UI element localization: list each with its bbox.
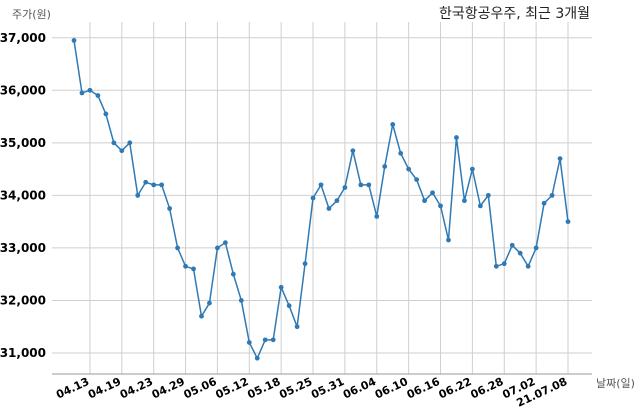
data-point <box>549 192 555 198</box>
data-point <box>477 203 483 209</box>
data-point <box>565 219 571 225</box>
data-point <box>509 242 515 248</box>
y-tick-label: 34,000 <box>0 188 46 202</box>
data-point <box>294 324 300 330</box>
data-point <box>406 166 412 172</box>
data-point <box>454 135 459 140</box>
data-point <box>446 237 451 243</box>
vertical-gridlines <box>89 22 569 374</box>
y-tick-label: 32,000 <box>0 293 46 307</box>
data-point <box>159 182 165 188</box>
data-point <box>270 337 276 343</box>
data-point <box>469 166 475 172</box>
price-series-line <box>73 40 569 361</box>
data-point <box>358 182 364 188</box>
x-tick-label: 06.28 <box>468 375 505 401</box>
data-point <box>318 182 324 188</box>
data-point <box>95 93 101 98</box>
data-point <box>238 298 244 303</box>
data-point <box>438 203 443 209</box>
data-point <box>175 245 180 251</box>
x-axis-label: 날짜(일) <box>596 376 635 390</box>
data-point <box>557 156 563 161</box>
price-data-points <box>71 37 571 361</box>
data-point <box>167 206 173 211</box>
data-point <box>127 140 133 146</box>
y-tick-label: 35,000 <box>0 136 46 150</box>
data-point <box>183 263 188 269</box>
x-tick-label: 05.25 <box>277 375 314 401</box>
data-point <box>246 340 252 345</box>
data-point <box>278 284 284 290</box>
y-axis-label: 주가(원) <box>12 8 51 21</box>
data-point <box>533 245 539 251</box>
data-point <box>254 355 260 361</box>
data-point <box>326 206 332 211</box>
data-point <box>119 148 125 154</box>
data-point <box>79 90 85 96</box>
data-point <box>430 190 435 196</box>
data-point <box>191 266 196 272</box>
x-tick-label: 06.10 <box>373 375 410 402</box>
data-point <box>302 261 308 267</box>
data-point <box>541 200 547 206</box>
x-tick-label: 04.19 <box>86 375 123 401</box>
data-point <box>414 177 420 183</box>
x-tick-label: 04.13 <box>54 375 91 401</box>
y-tick-label: 36,000 <box>0 83 46 97</box>
data-point <box>230 271 236 277</box>
data-point <box>374 213 380 219</box>
x-tick-labels: 04.1304.1904.2304.2905.0605.1205.1805.25… <box>54 375 569 410</box>
data-point <box>151 182 157 188</box>
y-tick-label: 33,000 <box>0 241 46 255</box>
data-point <box>493 263 499 269</box>
horizontal-gridlines <box>52 37 592 354</box>
data-point <box>422 198 427 204</box>
x-tick-label: 05.12 <box>214 375 251 401</box>
x-tick-label: 05.18 <box>245 375 282 401</box>
data-point <box>382 164 388 169</box>
data-point <box>501 261 507 267</box>
data-point <box>207 300 212 306</box>
data-point <box>398 150 404 156</box>
data-point <box>143 179 149 185</box>
x-tick-label: 06.22 <box>437 375 474 401</box>
data-point <box>222 240 228 246</box>
y-tick-labels: 31,000 32,000 33,000 34,000 35,000 36,000 37,0… <box>0 31 46 360</box>
x-tick-label: 06.04 <box>341 375 378 402</box>
y-tick-label: 37,000 <box>0 31 46 45</box>
data-point <box>462 198 467 204</box>
data-point <box>350 148 356 154</box>
data-point <box>199 313 204 319</box>
x-tick-label: 05.31 <box>309 375 346 401</box>
data-point <box>310 195 316 201</box>
data-point <box>525 263 531 269</box>
data-point <box>485 192 491 198</box>
data-point <box>517 250 523 256</box>
data-point <box>87 87 93 93</box>
data-point <box>366 182 372 188</box>
data-point <box>135 192 141 198</box>
data-point <box>334 198 340 204</box>
chart-title: 한국항공우주, 최근 3개월 <box>439 6 590 22</box>
data-point <box>215 245 220 251</box>
y-tick-label: 31,000 <box>0 346 46 360</box>
data-point <box>262 337 268 343</box>
x-tick-label: 04.23 <box>118 375 155 401</box>
data-point <box>286 303 292 309</box>
data-point <box>111 140 117 146</box>
data-point <box>342 185 348 190</box>
x-tick-label: 06.16 <box>405 375 442 402</box>
data-point <box>103 111 109 117</box>
data-point <box>390 122 396 127</box>
x-tick-label: 04.29 <box>150 375 187 401</box>
x-tick-label: 05.06 <box>182 375 219 402</box>
data-point <box>71 37 77 43</box>
